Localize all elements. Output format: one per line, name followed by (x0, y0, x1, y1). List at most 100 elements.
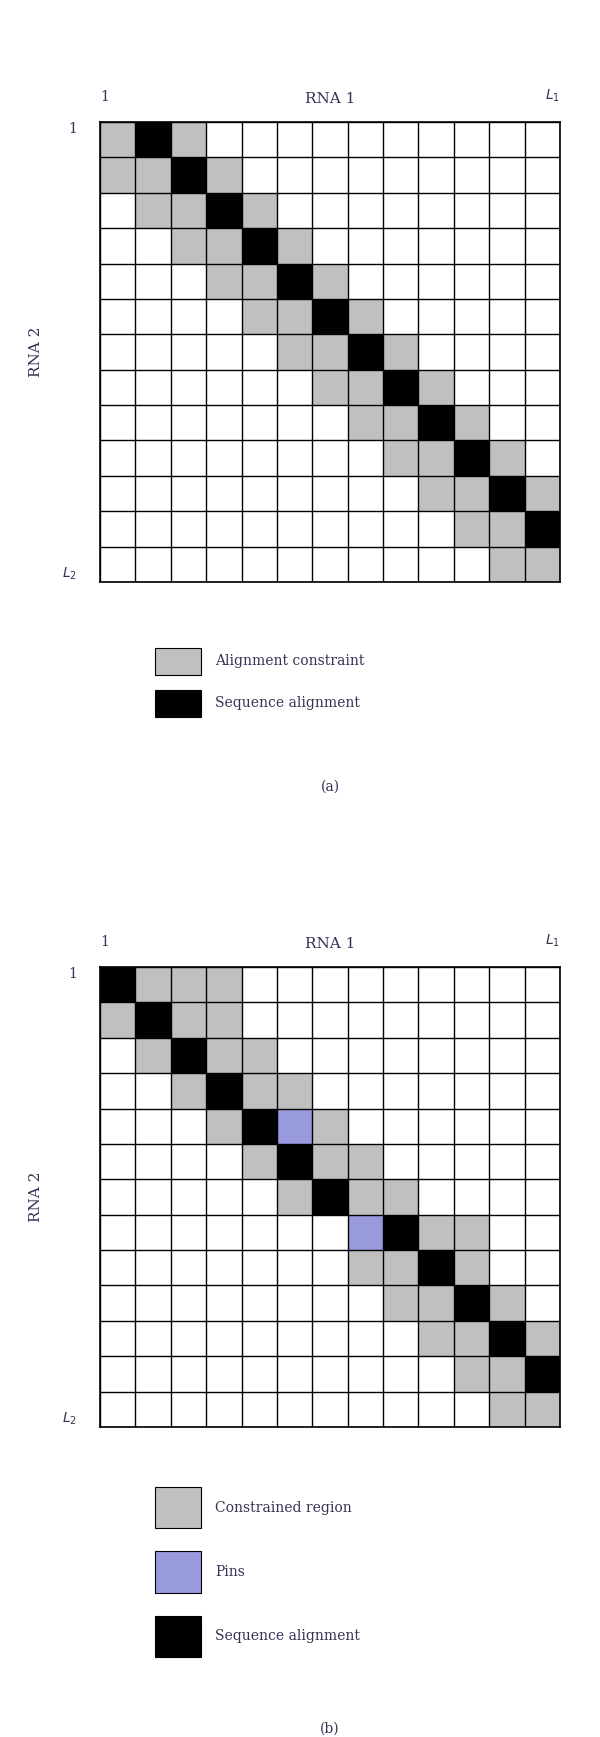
Bar (347, 334, 383, 370)
Title: RNA 1: RNA 1 (305, 92, 355, 106)
Bar (100, 334, 136, 370)
Bar (171, 334, 206, 370)
Bar (100, 1214, 136, 1251)
Bar (313, 1391, 347, 1428)
Bar (206, 1285, 242, 1320)
Bar (171, 1357, 206, 1391)
Bar (277, 1214, 313, 1251)
Bar (136, 158, 171, 193)
Bar (171, 1002, 206, 1037)
Bar (242, 1285, 277, 1320)
Bar (136, 547, 171, 582)
Bar (206, 547, 242, 582)
Bar (313, 193, 347, 228)
Bar (347, 1037, 383, 1073)
Bar (524, 968, 560, 1002)
Bar (206, 1037, 242, 1073)
Bar (383, 1145, 418, 1179)
Bar (347, 1002, 383, 1037)
Bar (347, 264, 383, 299)
Bar (454, 1179, 489, 1214)
Bar (242, 334, 277, 370)
Bar (347, 228, 383, 264)
Bar (524, 476, 560, 511)
Bar (100, 158, 136, 193)
Bar (242, 370, 277, 405)
Bar (136, 1320, 171, 1357)
Bar (171, 1179, 206, 1214)
Bar (383, 1251, 418, 1285)
Bar (136, 1179, 171, 1214)
Bar (454, 405, 489, 441)
Text: Sequence alignment: Sequence alignment (215, 697, 360, 710)
Bar (313, 1285, 347, 1320)
Bar (100, 1002, 136, 1037)
Bar (418, 1179, 454, 1214)
Bar (171, 158, 206, 193)
Bar (313, 370, 347, 405)
Bar (171, 441, 206, 476)
Bar (489, 1320, 524, 1357)
Bar (136, 441, 171, 476)
Bar (313, 299, 347, 334)
Bar (347, 1108, 383, 1145)
Bar (100, 547, 136, 582)
Bar (206, 299, 242, 334)
Bar (206, 1145, 242, 1179)
Bar (418, 547, 454, 582)
Bar (489, 1251, 524, 1285)
Bar (155, 648, 201, 674)
Bar (489, 547, 524, 582)
Bar (313, 511, 347, 547)
Bar (418, 476, 454, 511)
Bar (136, 1285, 171, 1320)
Bar (100, 1108, 136, 1145)
Bar (524, 193, 560, 228)
Bar (418, 1002, 454, 1037)
Text: $L_2$: $L_2$ (62, 566, 77, 582)
Bar (347, 1285, 383, 1320)
Bar (242, 968, 277, 1002)
Bar (383, 547, 418, 582)
Bar (454, 193, 489, 228)
Bar (383, 1073, 418, 1108)
Bar (383, 193, 418, 228)
Bar (171, 228, 206, 264)
Bar (489, 1037, 524, 1073)
Bar (383, 405, 418, 441)
Bar (454, 158, 489, 193)
Bar (524, 1391, 560, 1428)
Bar (136, 1037, 171, 1073)
Bar (418, 158, 454, 193)
Bar (313, 158, 347, 193)
Bar (489, 122, 524, 158)
Bar (100, 1320, 136, 1357)
Bar (277, 1251, 313, 1285)
Bar (100, 122, 136, 158)
Bar (206, 476, 242, 511)
Bar (454, 299, 489, 334)
Bar (242, 228, 277, 264)
Bar (524, 1357, 560, 1391)
Bar (454, 1357, 489, 1391)
Bar (454, 228, 489, 264)
Bar (313, 405, 347, 441)
Bar (418, 228, 454, 264)
Bar (171, 1108, 206, 1145)
Bar (277, 1145, 313, 1179)
Bar (418, 1391, 454, 1428)
Bar (489, 511, 524, 547)
Bar (313, 264, 347, 299)
Bar (277, 1391, 313, 1428)
Text: Pins: Pins (215, 1565, 245, 1579)
Bar (206, 228, 242, 264)
Bar (347, 1073, 383, 1108)
Bar (206, 1251, 242, 1285)
Bar (277, 264, 313, 299)
Bar (100, 193, 136, 228)
Bar (383, 1214, 418, 1251)
Bar (155, 1615, 201, 1657)
Bar (171, 405, 206, 441)
Bar (383, 122, 418, 158)
Bar (100, 228, 136, 264)
